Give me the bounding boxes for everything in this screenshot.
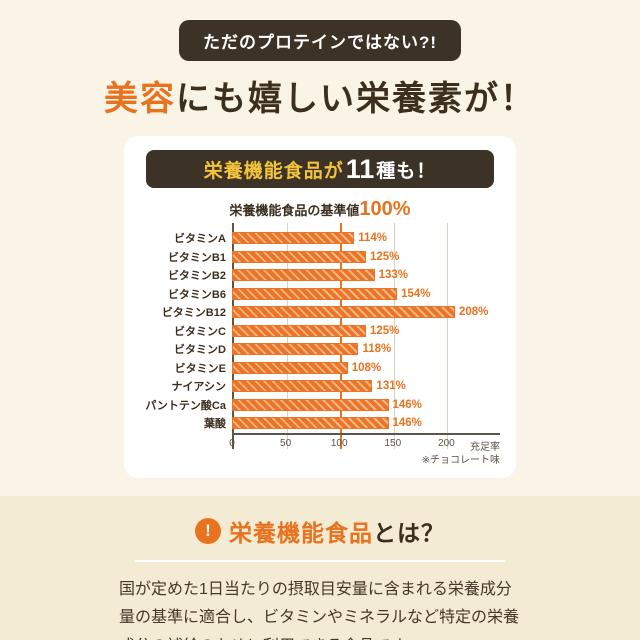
banner-prefix: 栄養機能食品が (203, 160, 344, 182)
bar-value-label: 146% (392, 398, 422, 411)
x-tick: 200 (438, 437, 455, 449)
chart-row: ビタミンB1 125% (140, 248, 500, 267)
bar-track: 146% (232, 414, 500, 433)
chart-card: 栄養機能食品が 11 種も！ 栄養機能食品の基準値100% ビタミンA 114% ビ… (124, 136, 516, 478)
bar-category-label: ビタミンB6 (167, 288, 226, 301)
chart-row: ビタミンA 114% (140, 229, 500, 248)
chart-row: ナイアシン 131% (140, 377, 500, 396)
bar-track: 114% (232, 229, 500, 248)
bar (232, 361, 348, 374)
bar-value-label: 125% (370, 250, 400, 263)
bar-value-label: 154% (401, 287, 431, 300)
bar-value-label: 133% (378, 269, 408, 282)
info-title-rest: とは？ (373, 519, 445, 546)
header-section: ただのプロテインではない?! 美容にも嬉しい栄養素が！ (0, 0, 640, 120)
chart-title: 栄養機能食品の基準値100% (140, 198, 500, 221)
x-tick: 50 (280, 437, 292, 449)
x-axis: 充足率 0 50 100 150 200 (229, 432, 500, 453)
bar (232, 306, 455, 319)
info-section: ! 栄養機能食品とは？ 国が定めた1日当たりの摂取目安量に含まれる栄養成分量の基… (0, 495, 640, 640)
bar-category-label: パントテン酸Ca (145, 399, 226, 412)
bar (232, 250, 366, 263)
bar (232, 417, 389, 430)
chart-title-prefix: 栄養機能食品の基準値 (229, 203, 360, 218)
bar (232, 324, 366, 337)
bar-track: 118% (232, 340, 500, 359)
card-banner: 栄養機能食品が 11 種も！ (146, 150, 494, 188)
bar-category-label: ビタミンB1 (167, 251, 226, 264)
exclamation-icon: ! (195, 517, 221, 544)
bar (232, 343, 359, 356)
banner-number: 11 (345, 153, 375, 184)
bar-value-label: 131% (376, 380, 406, 393)
chart-title-highlight: 100% (359, 198, 411, 220)
bar-track: 133% (232, 266, 500, 285)
bar-track: 208% (232, 303, 500, 322)
bar-value-label: 108% (351, 361, 382, 374)
bar (232, 398, 389, 411)
bar-value-label: 208% (458, 306, 489, 319)
flavor-note: ※チョコレート味 (421, 454, 500, 466)
bar (232, 380, 373, 393)
bar-category-label: ビタミンD (174, 344, 226, 357)
bar-category-label: 葉酸 (204, 418, 226, 431)
x-axis-label: 充足率 (470, 441, 500, 453)
bar-category-label: ビタミンC (174, 325, 226, 338)
bar-track: 125% (232, 248, 500, 267)
bar-track: 154% (232, 285, 500, 304)
bar-category-label: ビタミンB12 (161, 307, 226, 320)
bar (232, 287, 398, 300)
gridline-150 (393, 223, 395, 449)
info-heading: ! 栄養機能食品とは？ (40, 514, 600, 548)
info-body-text: 国が定めた1日当たりの摂取目安量に含まれる栄養成分量の基準に適合し、ビタミンやミ… (119, 580, 520, 640)
info-title-highlight: 栄養機能食品 (229, 519, 373, 546)
gridline-200 (446, 223, 448, 449)
bar (232, 269, 375, 282)
heading-divider (135, 559, 505, 562)
bar-track: 146% (232, 396, 500, 415)
bar-category-label: ビタミンA (174, 233, 226, 246)
page-title-highlight: 美容 (104, 80, 176, 118)
chart-row: ビタミンB6 154% (140, 285, 500, 304)
info-title: 栄養機能食品とは？ (229, 514, 445, 548)
chart-row: 葉酸 146% (140, 414, 500, 433)
x-tick: 100 (330, 437, 348, 449)
bar-category-label: ビタミンB2 (167, 270, 226, 283)
speech-badge: ただのプロテインではない?! (178, 20, 462, 61)
chart-row: パントテン酸Ca 146% (140, 396, 500, 415)
chart-row: ビタミンD 118% (140, 340, 500, 359)
bar-category-label: ナイアシン (171, 381, 226, 394)
chart-row: ビタミンC 125% (140, 322, 500, 341)
bar-value-label: 146% (392, 417, 422, 430)
page-title: 美容にも嬉しい栄養素が！ (0, 71, 640, 120)
bar (232, 232, 355, 245)
bar-value-label: 118% (362, 343, 392, 356)
bar-value-label: 125% (370, 324, 400, 337)
bar-category-label: ビタミンE (174, 362, 226, 375)
chart-row: ビタミンE 108% (140, 359, 500, 378)
banner-suffix: 種も！ (376, 160, 437, 182)
chart-row: ビタミンB12 208% (140, 303, 500, 322)
x-tick: 150 (384, 437, 402, 449)
chart-row: ビタミンB2 133% (140, 266, 500, 285)
bar-value-label: 114% (358, 232, 387, 245)
bar-track: 131% (232, 377, 500, 396)
bar-track: 125% (232, 322, 500, 341)
bar-track: 108% (232, 359, 500, 378)
x-tick: 0 (229, 437, 235, 449)
bar-chart: ビタミンA 114% ビタミンB1 125% ビタミンB2 133% ビタミンB6 154% ビ… (140, 223, 500, 453)
page-title-rest: にも嬉しい栄養素が！ (176, 80, 536, 118)
chart-rows: ビタミンA 114% ビタミンB1 125% ビタミンB2 133% ビタミンB6 154% ビ… (140, 223, 500, 433)
